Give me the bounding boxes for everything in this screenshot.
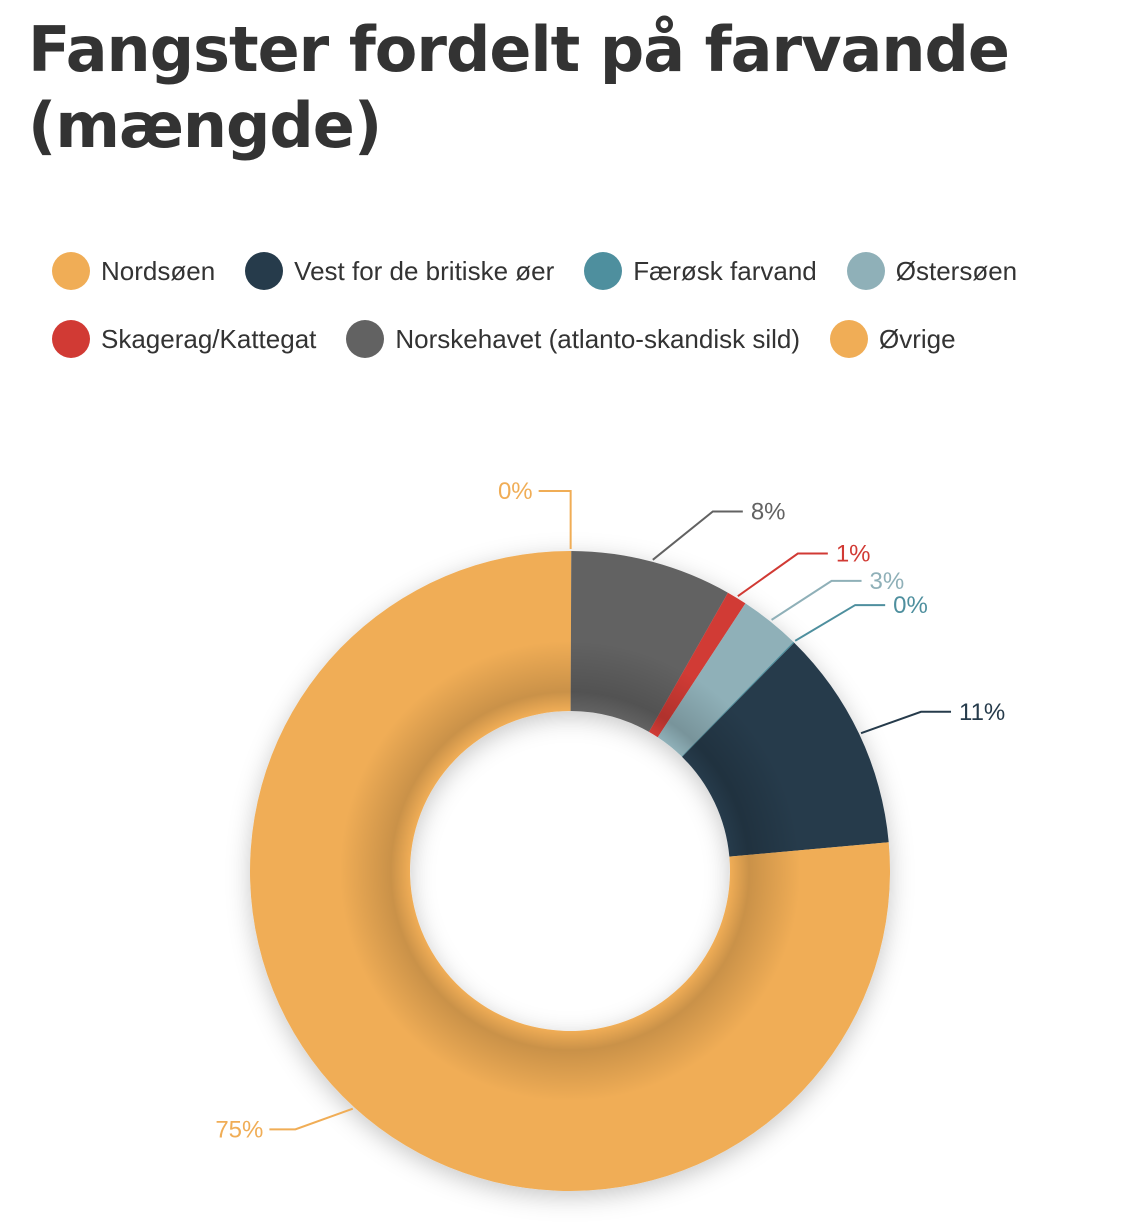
legend: Nordsøen Vest for de britiske øer Færøsk…	[52, 246, 1112, 382]
legend-label: Østersøen	[895, 255, 1018, 286]
legend-row: Nordsøen Vest for de britiske øer Færøsk…	[52, 246, 1112, 296]
legend-row: Skagerag/Kattegat Norskehavet (atlanto-s…	[52, 314, 1112, 364]
leader-line-nordsoen	[269, 1107, 354, 1131]
pct-label-skagerag-kattegat: 1%	[836, 541, 871, 568]
pct-label-norskehavet-atlanto-skandisk-sild: 8%	[751, 499, 786, 526]
legend-swatch	[584, 252, 623, 290]
legend-swatch	[52, 320, 90, 358]
pct-label-vest-for-de-britiske-oer: 11%	[959, 699, 1005, 726]
pct-label-ovrige: 0%	[498, 478, 533, 505]
donut-slices	[250, 551, 891, 1191]
leader-line-ostersoen	[771, 579, 862, 621]
donut-chart: 0%8%1%3%0%11%75%	[215, 478, 1005, 1191]
leader-line-ovrige	[538, 490, 572, 550]
chart-title: Fangster fordelt på farvande (mængde)	[28, 13, 1010, 162]
leader-line-vest-for-de-britiske-oer	[860, 710, 952, 735]
legend-label: Nordsøen	[101, 255, 216, 286]
leader-line-skagerag-kattegat	[737, 552, 828, 598]
legend-label: Færøsk farvand	[633, 255, 817, 286]
legend-item-ostersoen[interactable]: Østersøen	[846, 252, 1018, 290]
legend-item-vest-for-de-britiske-oer[interactable]: Vest for de britiske øer	[245, 252, 554, 290]
leader-lines	[269, 490, 952, 1131]
pct-label-faerosk-farvand: 0%	[893, 592, 928, 619]
legend-label: Skagerag/Kattegat	[101, 323, 317, 354]
legend-item-ovrige[interactable]: Øvrige	[830, 320, 956, 358]
legend-item-faeroesk-farvand[interactable]: Færøsk farvand	[584, 252, 817, 290]
legend-swatch	[346, 320, 385, 358]
legend-swatch	[245, 252, 284, 290]
legend-label: Vest for de britiske øer	[294, 255, 555, 286]
legend-swatch	[830, 320, 869, 358]
leader-line-faerosk-farvand	[794, 604, 886, 642]
legend-item-nordsoen[interactable]: Nordsøen	[52, 252, 215, 290]
legend-label: Norskehavet (atlanto-skandisk sild)	[395, 323, 801, 354]
legend-item-skagerag-kattegat[interactable]: Skagerag/Kattegat	[52, 320, 316, 358]
legend-item-norskehavet[interactable]: Norskehavet (atlanto-skandisk sild)	[346, 320, 800, 358]
leader-line-norskehavet-atlanto-skandisk-sild	[652, 510, 743, 561]
legend-swatch	[52, 252, 90, 290]
percent-labels: 0%8%1%3%0%11%75%	[215, 478, 1005, 1143]
legend-swatch	[846, 252, 885, 290]
pct-label-ostersoen: 3%	[870, 568, 905, 595]
pct-label-nordsoen: 75%	[215, 1116, 263, 1143]
legend-label: Øvrige	[879, 323, 956, 354]
